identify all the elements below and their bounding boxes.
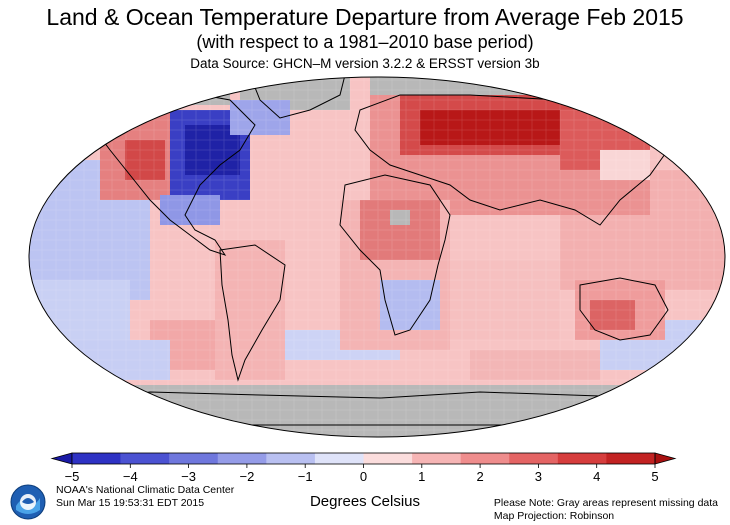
footer-left: NOAA's National Climatic Data Center Sun… — [56, 484, 234, 510]
colorbar-arrow-low — [50, 452, 73, 465]
colorbar-segment — [266, 453, 316, 464]
colorbar-tick-label: −3 — [181, 469, 196, 484]
colorbar-tick-label: 4 — [593, 469, 600, 484]
colorbar-segment — [509, 453, 559, 464]
missing-data-note: Please Note: Gray areas represent missin… — [493, 497, 718, 509]
noaa-logo-icon — [10, 484, 46, 520]
colorbar-tick-label: −4 — [123, 469, 138, 484]
colorbar-segment — [120, 453, 170, 464]
colorbar-segment — [217, 453, 267, 464]
colorbar-segment — [72, 453, 121, 464]
anomaly-field — [29, 77, 725, 437]
colorbar-tick-label: 1 — [418, 469, 425, 484]
data-source: Data Source: GHCN–M version 3.2.2 & ERSS… — [190, 56, 540, 71]
colorbar-tick-label: −2 — [239, 469, 254, 484]
colorbar-tick-label: 3 — [535, 469, 542, 484]
map-title: Land & Ocean Temperature Departure from … — [46, 4, 684, 30]
footer-right: Please Note: Gray areas represent missin… — [494, 497, 718, 523]
footer-date: Sun Mar 15 19:53:31 EDT 2015 — [56, 497, 205, 509]
globe-outline — [28, 76, 726, 438]
colorbar-segment — [460, 453, 510, 464]
colorbar-units: Degrees Celsius — [309, 493, 421, 510]
map-subtitle: (with respect to a 1981–2010 base period… — [196, 32, 534, 52]
colorbar-segment — [606, 453, 656, 464]
colorbar-segment — [412, 453, 461, 464]
colorbar-tick-label: 0 — [360, 469, 367, 484]
colorbar-segment — [557, 453, 607, 464]
colorbar-tick-label: −5 — [65, 469, 80, 484]
footer-org: NOAA's National Climatic Data Center — [56, 484, 235, 496]
colorbar-arrow-high — [654, 452, 677, 465]
colorbar-segment — [314, 453, 364, 464]
colorbar-tick-label: 2 — [476, 469, 483, 484]
colorbar-segment — [363, 453, 413, 464]
colorbar-tick-label: −1 — [298, 469, 313, 484]
colorbar-segment — [169, 453, 219, 464]
colorbar-tick-label: 5 — [651, 469, 658, 484]
map-projection: Map Projection: Robinson — [493, 510, 615, 522]
